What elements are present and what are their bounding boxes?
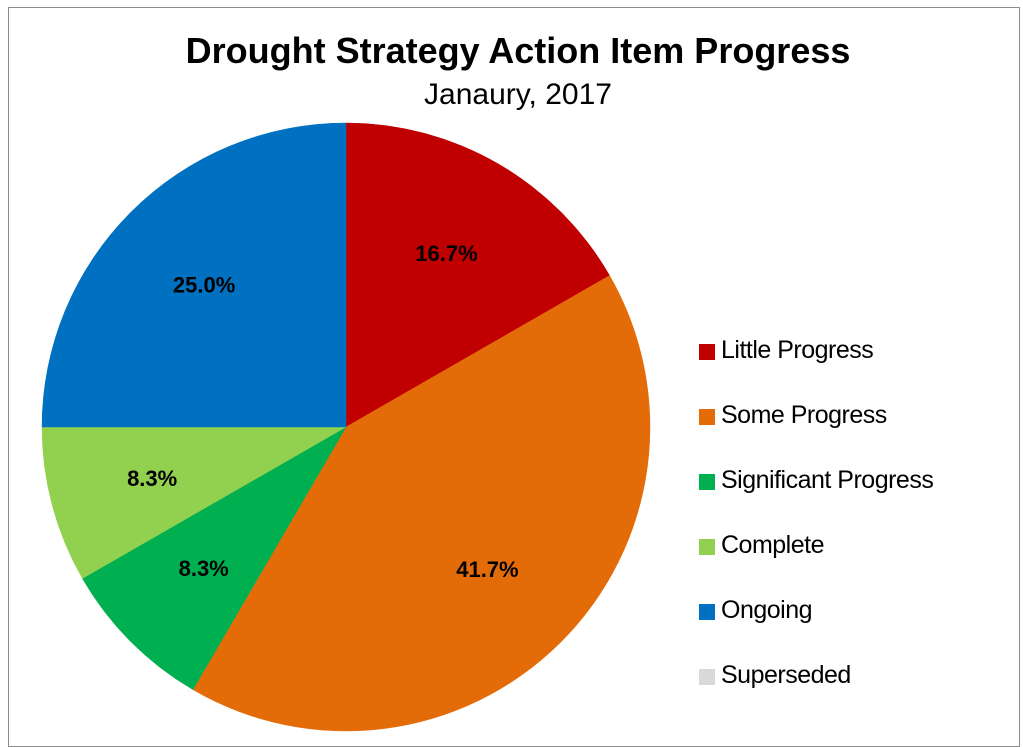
legend-label: Ongoing: [721, 596, 813, 624]
chart-title: Drought Strategy Action Item Progress: [185, 30, 851, 71]
data-label-little-progress: 16.7%: [415, 241, 477, 266]
pie-data-labels: 16.7% 41.7% 8.3% 8.3% 25.0%: [127, 241, 519, 582]
legend-swatch: [699, 409, 715, 425]
legend-swatch: [699, 474, 715, 490]
chart-subtitle: Janaury, 2017: [424, 78, 612, 111]
legend-swatch: [699, 344, 715, 360]
legend-swatch: [699, 539, 715, 555]
data-label-ongoing: 25.0%: [173, 273, 235, 298]
legend-label: Superseded: [721, 661, 851, 689]
legend-swatch: [699, 604, 715, 620]
pie-slice-complete: [41, 426, 347, 579]
pie-slice-ongoing: [41, 122, 347, 428]
legend-label: Some Progress: [721, 401, 887, 429]
legend-label: Significant Progress: [721, 466, 934, 494]
legend-label: Complete: [721, 531, 825, 559]
data-label-some-progress: 41.7%: [456, 557, 518, 582]
data-label-significant-progress: 8.3%: [179, 556, 229, 581]
legend-swatch: [699, 669, 715, 685]
pie-slice-some-progress: [192, 275, 651, 732]
pie-slice-little-progress: [345, 122, 610, 428]
pie-slices: [41, 122, 651, 732]
data-label-complete: 8.3%: [127, 466, 177, 491]
pie-slice-significant-progress: [82, 426, 347, 690]
legend-label: Little Progress: [721, 336, 874, 364]
